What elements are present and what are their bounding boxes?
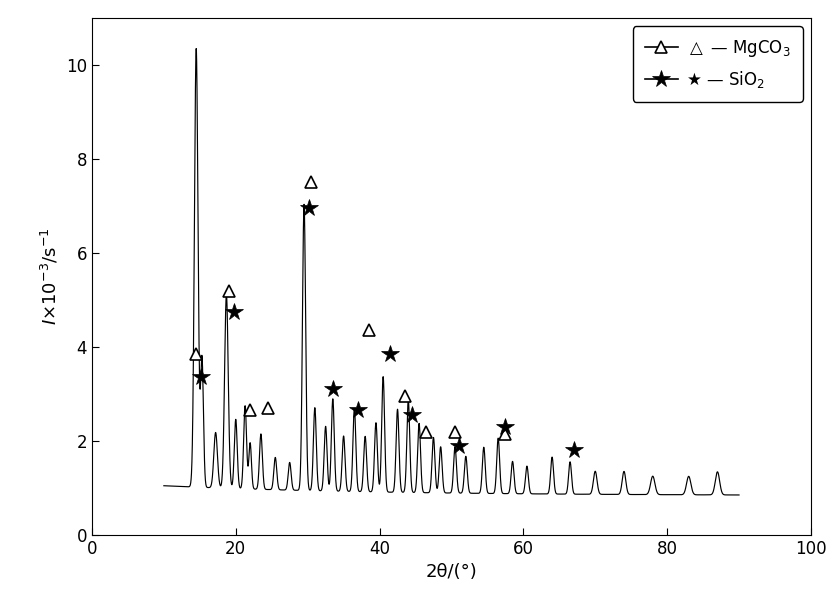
Legend: $\triangle$ — MgCO$_3$, $\bigstar$ — SiO$_2$: $\triangle$ — MgCO$_3$, $\bigstar$ — SiO… bbox=[633, 26, 803, 102]
Y-axis label: $I$$\times$10$^{-3}$/s$^{-1}$: $I$$\times$10$^{-3}$/s$^{-1}$ bbox=[39, 228, 60, 325]
X-axis label: 2θ/(°): 2θ/(°) bbox=[426, 563, 477, 581]
